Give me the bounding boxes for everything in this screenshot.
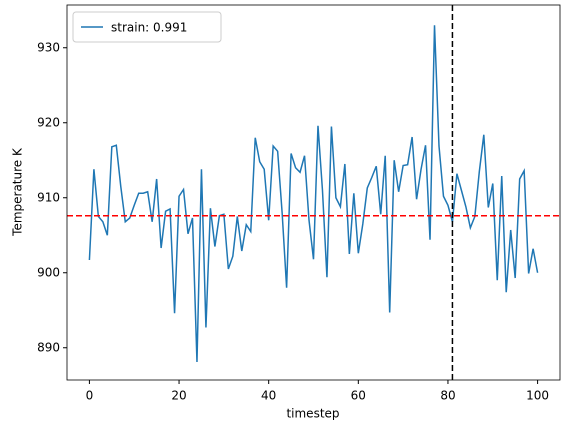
x-tick-label: 80 [440,389,455,403]
legend-box [72,11,222,43]
x-tick-label: 60 [351,389,366,403]
plot-frame [66,4,561,381]
x-tick-label: 100 [526,389,549,403]
y-tick-label: 890 [37,340,60,354]
x-axis-label: timestep [286,407,339,421]
x-tick-label: 40 [261,389,276,403]
legend-label: strain: 0.991 [111,21,187,35]
data-line [88,25,539,363]
y-tick-label: 900 [37,265,60,279]
y-tick-label: 910 [37,190,60,204]
x-tick-label: 0 [86,389,94,403]
y-tick-label: 920 [37,115,60,129]
x-tick-label: 20 [171,389,186,403]
y-tick-label: 930 [37,40,60,54]
y-axis-label: Temperature K [11,147,25,237]
